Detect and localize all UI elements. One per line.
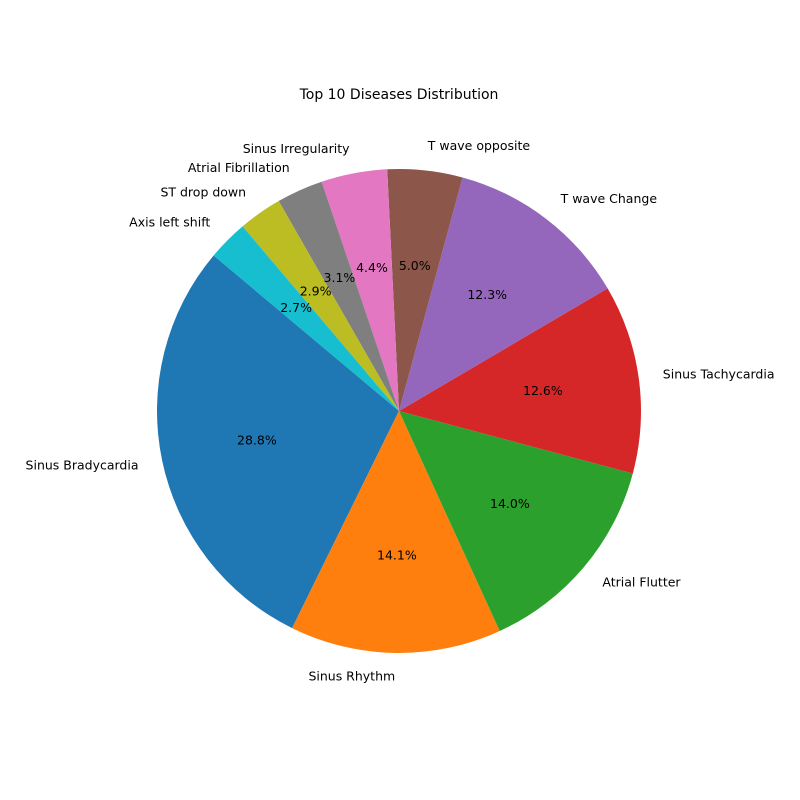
pct-label-atrial-flutter: 14.0% (490, 496, 530, 511)
pct-label-sinus-bradycardia: 28.8% (237, 432, 277, 447)
slice-label-sinus-irregularity: Sinus Irregularity (243, 141, 350, 156)
slice-axis-left-shift (213, 226, 399, 411)
slice-label-sinus-bradycardia: Sinus Bradycardia (26, 457, 139, 472)
pct-label-t-wave-opposite: 5.0% (399, 258, 431, 273)
slice-st-drop-down (242, 201, 399, 411)
slice-label-t-wave-change: T wave Change (560, 191, 658, 206)
slice-label-sinus-rhythm: Sinus Rhythm (308, 669, 395, 684)
pct-label-sinus-rhythm: 14.1% (377, 548, 417, 563)
slice-label-atrial-flutter: Atrial Flutter (602, 574, 681, 589)
pct-label-sinus-irregularity: 4.4% (356, 260, 388, 275)
chart-title: Top 10 Diseases Distribution (299, 87, 499, 103)
percentage-labels: 28.8% 14.1% 14.0% 12.6% 12.3% 5.0% 4.4%3.1%2.9… (237, 258, 563, 563)
slice-t-wave-opposite (387, 169, 463, 411)
slice-atrial-fibrillation (278, 181, 399, 411)
slice-sinus-tachycardia (399, 288, 641, 474)
pct-label-sinus-tachycardia: 12.6% (523, 383, 563, 398)
slice-label-atrial-fibrillation: Atrial Fibrillation (188, 160, 290, 175)
slice-sinus-rhythm (292, 411, 500, 654)
pct-label-atrial-fibrillation: 3.1% (324, 270, 356, 285)
slice-sinus-irregularity (321, 169, 399, 411)
slice-sinus-bradycardia (157, 255, 399, 629)
pct-label-axis-left-shift: 2.7% (280, 300, 312, 315)
slice-label-axis-left-shift: Axis left shift (129, 215, 210, 230)
slice-labels: Sinus Bradycardia Sinus Rhythm Atrial Flut… (26, 138, 775, 684)
slice-label-st-drop-down: ST drop down (160, 185, 246, 200)
slice-atrial-flutter (399, 411, 633, 632)
pie-slices (157, 169, 641, 654)
slice-label-sinus-tachycardia: Sinus Tachycardia (663, 367, 775, 382)
slice-label-t-wave-opposite: T wave opposite (427, 138, 531, 153)
pct-label-st-drop-down: 2.9% (300, 284, 332, 299)
slice-t-wave-change (399, 177, 608, 411)
pct-label-t-wave-change: 12.3% (467, 287, 507, 302)
